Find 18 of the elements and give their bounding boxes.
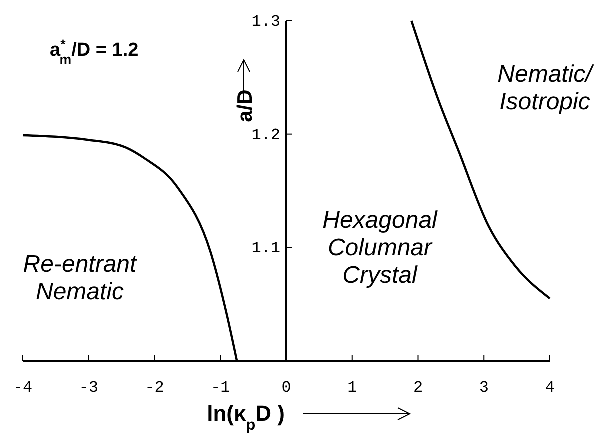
annotation: Nematic/ Isotropic (498, 61, 595, 116)
x-tick-label: -4 (13, 379, 33, 397)
x-tick-label: 1 (348, 379, 358, 397)
annotation: Re-entrant Nematic (23, 251, 138, 306)
x-axis-title: ln(κ$_{p}$D ) (207, 401, 285, 434)
annotation: a$^{*}$$_{m}$/D = 1.2 (50, 36, 139, 66)
x-tick-label: 4 (545, 379, 555, 397)
y-tick-label: 1.3 (252, 13, 280, 31)
annotation: Hexagonal Columnar Crystal (322, 207, 438, 290)
x-tick-label: 0 (282, 379, 292, 397)
x-tick-label: -2 (145, 379, 164, 397)
y-axis-title: a/D (234, 90, 257, 122)
x-tick-label: -1 (211, 379, 230, 397)
x-tick-label: 3 (479, 379, 489, 397)
x-tick-label: 2 (413, 379, 424, 397)
y-tick-label: 1.2 (252, 126, 280, 144)
y-tick-label: 1.1 (252, 240, 280, 258)
x-tick-label: -3 (79, 379, 98, 397)
